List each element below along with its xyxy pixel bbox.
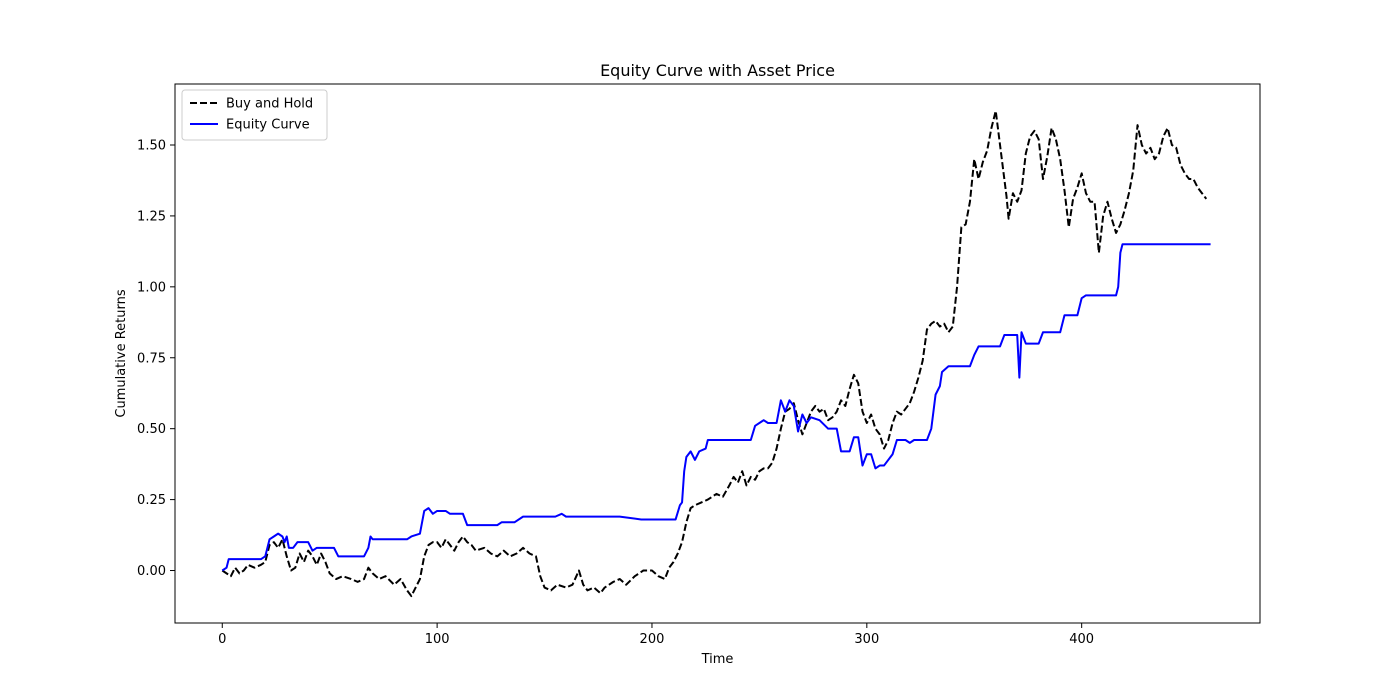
x-tick-label: 200 (640, 632, 665, 647)
legend-box (181, 89, 328, 141)
legend-label-buy-and-hold: Buy and Hold (226, 97, 313, 112)
chart-title: Equity Curve with Asset Price (600, 61, 835, 80)
y-tick-label: 1.00 (137, 280, 166, 295)
x-tick-label: 100 (425, 632, 450, 647)
y-tick-label: 0.75 (137, 351, 166, 366)
axes-layer: 0 100 200 300 400 0.00 0.25 0.50 0.75 1.00 1.25 1.5… (137, 83, 1261, 647)
x-axis-label: Time (701, 652, 734, 667)
y-axis-label: Cumulative Returns (114, 289, 129, 417)
series-line-equity-curve (221, 243, 1211, 572)
x-tick-label: 400 (1069, 632, 1094, 647)
y-tick-label: 0.25 (137, 493, 166, 508)
y-tick-label: 1.50 (137, 138, 166, 153)
series-line-buy-and-hold (221, 109, 1208, 598)
x-tick-label: 0 (218, 632, 226, 647)
y-tick-label: 0.50 (137, 422, 166, 437)
legend: Buy and Hold Equity Curve (181, 89, 328, 141)
x-tick-label: 300 (854, 632, 879, 647)
y-tick-label: 1.25 (137, 209, 166, 224)
plot-frame (174, 83, 1261, 624)
legend-label-equity-curve: Equity Curve (226, 118, 310, 133)
plot-layer (221, 109, 1211, 598)
y-tick-label: 0.00 (137, 564, 166, 579)
